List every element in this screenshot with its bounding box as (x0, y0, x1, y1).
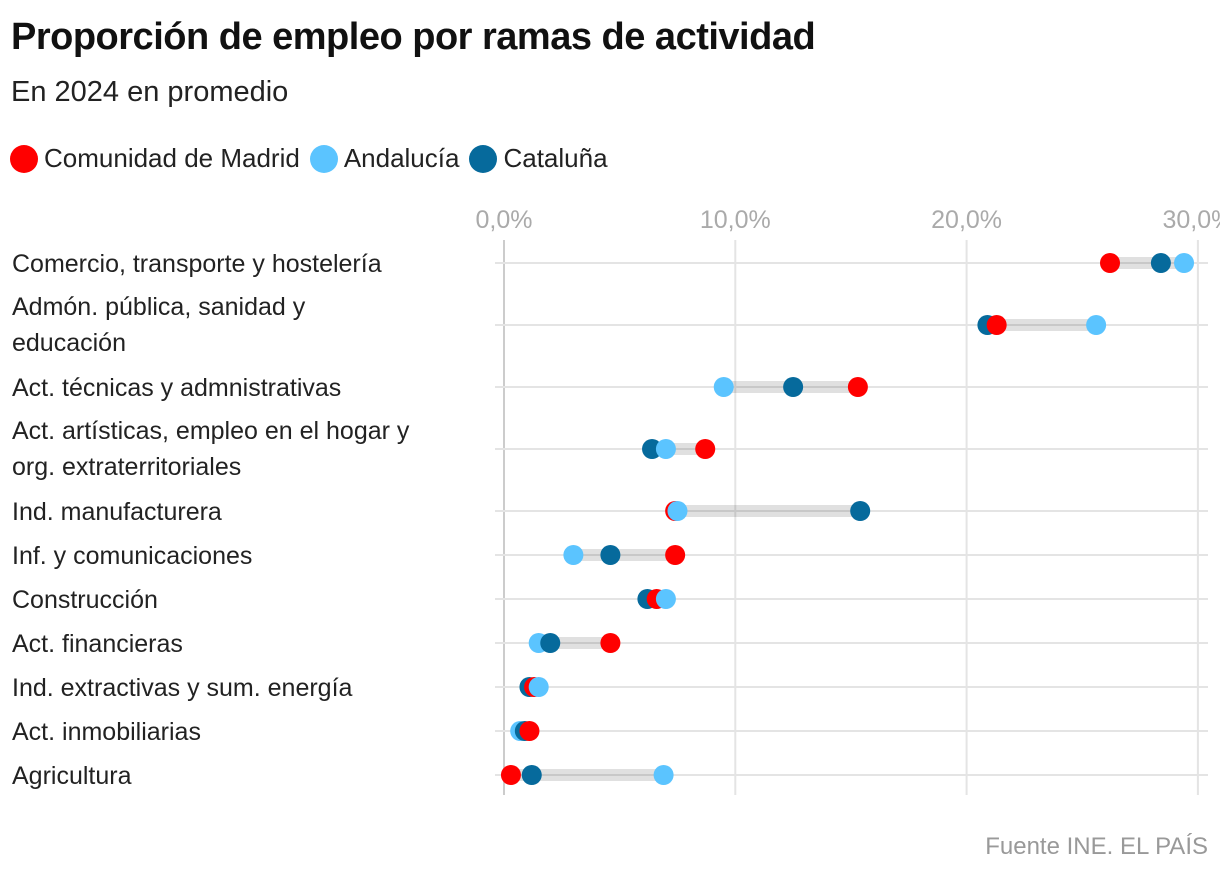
category-label: Comercio, transporte y hostelería (12, 250, 382, 278)
data-point-andaluc-a (655, 589, 676, 609)
data-point-andaluc-a (563, 545, 584, 565)
category-label: Admón. pública, sanidad y (12, 293, 306, 321)
data-point-catalu-a (783, 377, 804, 397)
data-point-comunidad-de-madrid (665, 545, 686, 565)
data-point-catalu-a (642, 439, 663, 459)
data-point-catalu-a (1150, 253, 1171, 273)
data-point-catalu-a (600, 545, 621, 565)
data-point-comunidad-de-madrid (1100, 253, 1121, 273)
chart-subtitle: En 2024 en promedio (11, 76, 289, 108)
category-label: Act. artísticas, empleo en el hogar y (12, 417, 410, 445)
legend-swatch (309, 144, 338, 173)
data-point-andaluc-a (1086, 315, 1107, 335)
category-label: org. extraterritoriales (12, 453, 241, 481)
source-note: Fuente INE. EL PAÍS (985, 833, 1208, 860)
legend-label: Andalucía (343, 143, 460, 173)
legend-item-madrid: Comunidad de Madrid (10, 143, 300, 174)
data-point-catalu-a (540, 633, 561, 653)
data-point-andaluc-a (655, 439, 676, 459)
legend-label: Cataluña (503, 143, 608, 173)
data-point-comunidad-de-madrid (695, 439, 716, 459)
data-point-comunidad-de-madrid (847, 377, 868, 397)
category-label: Ind. manufacturera (12, 498, 222, 526)
legend-item-cataluna: Cataluña (469, 143, 608, 174)
data-point-comunidad-de-madrid (600, 633, 621, 653)
category-label: Ind. extractivas y sum. energía (12, 674, 353, 702)
data-point-catalu-a (521, 765, 542, 785)
legend-swatch (469, 144, 498, 173)
category-label: Act. técnicas y admnistrativas (12, 374, 341, 402)
data-point-comunidad-de-madrid (519, 721, 540, 741)
x-tick-label: 0,0% (476, 206, 533, 234)
data-point-andaluc-a (667, 501, 688, 521)
category-label: educación (12, 329, 126, 357)
category-label: Construcción (12, 586, 158, 614)
category-label: Inf. y comunicaciones (12, 542, 252, 570)
data-point-andaluc-a (713, 377, 734, 397)
x-tick-label: 30,0% (1162, 206, 1220, 234)
data-point-catalu-a (850, 501, 871, 521)
x-tick-label: 10,0% (700, 206, 771, 234)
category-label: Act. financieras (12, 630, 183, 658)
legend-item-andalucia: Andalucía (309, 143, 460, 174)
category-label: Agricultura (12, 762, 132, 790)
legend: Comunidad de Madrid Andalucía Cataluña (10, 143, 618, 174)
legend-label: Comunidad de Madrid (44, 143, 300, 173)
data-point-andaluc-a (1174, 253, 1195, 273)
data-point-andaluc-a (653, 765, 674, 785)
data-point-andaluc-a (528, 677, 549, 697)
chart-title: Proporción de empleo por ramas de activi… (11, 16, 816, 58)
x-tick-label: 20,0% (931, 206, 1002, 234)
data-point-comunidad-de-madrid (986, 315, 1007, 335)
legend-swatch (10, 144, 38, 173)
category-label: Act. inmobiliarias (12, 718, 201, 746)
data-point-comunidad-de-madrid (500, 765, 521, 785)
